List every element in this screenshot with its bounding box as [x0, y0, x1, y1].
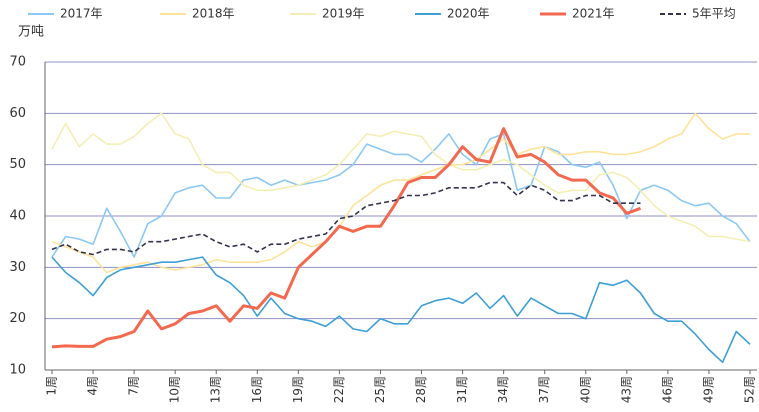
x-tick-label: 40周	[578, 376, 592, 403]
y-tick-label: 20	[9, 311, 26, 326]
series-line	[51, 127, 642, 349]
legend-label: 2020年	[447, 7, 490, 21]
y-tick-label: 60	[9, 106, 26, 121]
series-line	[51, 181, 641, 256]
series-line	[51, 112, 751, 243]
x-tick-label: 34周	[496, 376, 510, 403]
x-tick-label: 37周	[537, 376, 551, 403]
y-tick-label: 50	[9, 157, 26, 172]
x-tick-label: 43周	[619, 376, 633, 403]
x-tick-label: 25周	[373, 376, 387, 403]
x-tick-label: 10周	[168, 376, 182, 403]
legend: 2017年 2018年 2019年 2020年 2021年 5年平均	[28, 7, 736, 21]
y-tick-label: 10	[9, 363, 26, 378]
y-tick-label: 30	[9, 260, 26, 275]
x-tick-label: 1周	[45, 376, 59, 396]
x-tick-label: 19周	[291, 376, 305, 403]
x-tick-label: 28周	[414, 376, 428, 403]
y-tick-label: 40	[9, 209, 26, 224]
legend-label: 2021年	[572, 7, 615, 21]
x-tick-label: 13周	[209, 376, 223, 403]
y-tick-label: 70	[9, 55, 26, 70]
legend-label: 2017年	[60, 7, 103, 21]
x-tick-label: 52周	[743, 376, 757, 403]
legend-label: 5年平均	[692, 7, 736, 21]
series-line	[51, 112, 750, 274]
legend-label: 2018年	[192, 7, 235, 21]
y-axis-label: 万吨	[18, 25, 44, 40]
series-line	[51, 133, 751, 258]
x-tick-label: 49周	[701, 376, 715, 403]
x-tick-label: 46周	[660, 376, 674, 403]
series-line	[51, 256, 751, 364]
x-tick-label: 31周	[455, 376, 469, 403]
x-tick-label: 22周	[332, 376, 346, 403]
x-tick-label: 4周	[86, 376, 100, 396]
x-tick-label: 16周	[250, 376, 264, 403]
x-tick-label: 7周	[127, 376, 141, 396]
legend-label: 2019年	[322, 7, 365, 21]
